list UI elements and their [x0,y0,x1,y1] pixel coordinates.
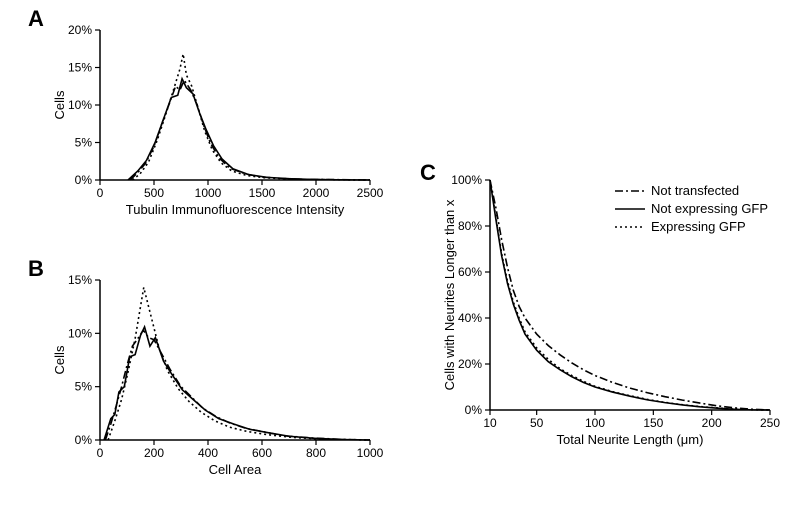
svg-text:20%: 20% [458,357,482,371]
svg-text:10%: 10% [68,98,92,112]
legend-label-expressing: Expressing GFP [651,219,746,234]
svg-text:100%: 100% [451,173,482,187]
svg-text:150: 150 [643,416,663,430]
svg-text:50: 50 [530,416,544,430]
svg-text:800: 800 [306,446,326,460]
y-axis-title: Cells [52,90,67,119]
x-axis-title: Tubulin Immunofluorescence Intensity [126,202,345,217]
svg-text:15%: 15% [68,273,92,287]
y-axis-title: Cells with Neurites Longer than x [442,199,457,390]
svg-text:0%: 0% [75,173,93,187]
svg-text:400: 400 [198,446,218,460]
svg-text:5%: 5% [75,380,93,394]
panel-label-b: B [28,256,44,282]
chart-b: 0 200 400 600 800 1000 0% 5% 10% 15% Cell Area Cell… [50,270,390,490]
svg-text:1500: 1500 [249,186,276,200]
svg-text:0%: 0% [75,433,93,447]
svg-text:250: 250 [760,416,780,430]
legend-label-not_transfected: Not transfected [651,183,739,198]
svg-text:60%: 60% [458,265,482,279]
legend-label-not_expressing: Not expressing GFP [651,201,768,216]
chart-a: 0 500 1000 1500 2000 2500 0% 5% 10% 15% 20% Tubulin… [50,20,390,230]
series-expressing [108,287,370,440]
x-axis-title: Total Neurite Length (μm) [557,432,704,447]
series-not_expressing [128,79,370,180]
svg-text:500: 500 [144,186,164,200]
svg-text:10%: 10% [68,326,92,340]
figure: A B C 050010001500200025000%5%10%15%20%T… [0,0,800,514]
svg-text:1000: 1000 [357,446,384,460]
series-expressing [132,54,370,180]
svg-text:600: 600 [252,446,272,460]
svg-text:0: 0 [97,446,104,460]
x-axis-title: Cell Area [209,462,263,477]
series-not_transfected [105,330,370,440]
panel-label-a: A [28,6,44,32]
svg-text:200: 200 [144,446,164,460]
svg-text:1000: 1000 [195,186,222,200]
svg-text:20%: 20% [68,23,92,37]
svg-text:10: 10 [483,416,497,430]
svg-text:200: 200 [702,416,722,430]
series-not_transfected [130,80,370,180]
svg-text:0%: 0% [465,403,483,417]
svg-text:2000: 2000 [303,186,330,200]
series-not_expressing [104,327,370,440]
y-axis-title: Cells [52,345,67,374]
svg-text:5%: 5% [75,136,93,150]
svg-text:40%: 40% [458,311,482,325]
svg-text:100: 100 [585,416,605,430]
svg-text:80%: 80% [458,219,482,233]
svg-text:2500: 2500 [357,186,384,200]
chart-c: 10 50 100 150 200 250 0% 20% 40% 60% 80% 100% Total … [430,170,790,470]
svg-text:0: 0 [97,186,104,200]
svg-text:15%: 15% [68,61,92,75]
